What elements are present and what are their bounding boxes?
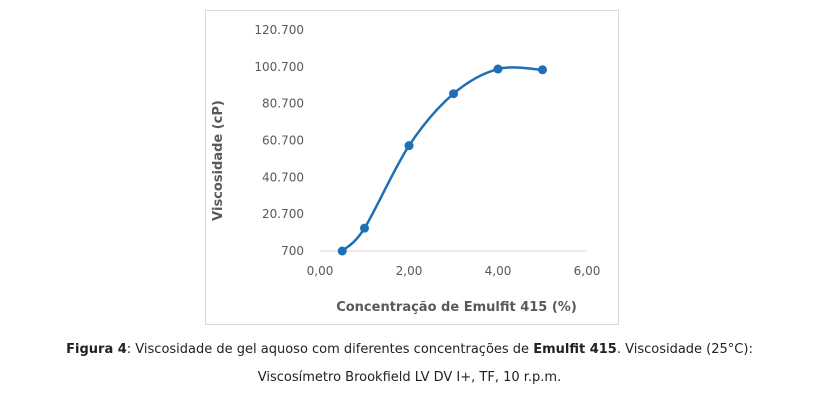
chart-area: 700 20.700 40.700 60.700 80.700 100.700 120.70…: [205, 10, 619, 325]
caption-text-2: . Viscosidade (25°C):: [616, 342, 753, 357]
y-tick-label: 700: [281, 244, 304, 258]
y-tick-label: 80.700: [262, 97, 304, 111]
series-line: [341, 66, 543, 252]
data-point: [360, 223, 369, 233]
data-point: [538, 65, 547, 75]
caption-line-2: Viscosímetro Brookfield LV DV I+, TF, 10…: [257, 370, 562, 385]
y-tick-label: 100.700: [254, 60, 304, 74]
x-tick-label: 0,00: [307, 264, 334, 278]
y-axis-ticks: 700 20.700 40.700 60.700 80.700 100.700 120.70…: [254, 23, 304, 258]
y-axis-title: Viscosidade (cP): [211, 100, 226, 221]
y-tick-label: 40.700: [262, 170, 304, 184]
x-tick-label: 2,00: [396, 264, 423, 278]
data-point: [449, 89, 458, 99]
y-tick-label: 20.700: [262, 207, 304, 221]
data-point: [493, 64, 503, 74]
x-tick-label: 6,00: [574, 264, 601, 278]
caption-line-1: Figura 4: Viscosidade de gel aquoso com …: [0, 336, 819, 364]
x-tick-label: 4,00: [485, 264, 512, 278]
x-axis-ticks: 0,00 2,00 4,00 6,00: [307, 264, 601, 278]
line-chart: 700 20.700 40.700 60.700 80.700 100.700 120.70…: [211, 23, 601, 315]
figure-label: Figura 4: [66, 342, 127, 357]
data-point: [337, 246, 347, 256]
caption-text-1: : Viscosidade de gel aquoso com diferent…: [126, 342, 534, 357]
data-point: [404, 141, 414, 151]
data-markers: [337, 64, 547, 256]
y-tick-label: 120.700: [254, 23, 304, 37]
product-name: Emulfit 415: [533, 342, 617, 357]
y-tick-label: 60.700: [262, 134, 304, 148]
figure-caption: Figura 4: Viscosidade de gel aquoso com …: [0, 336, 819, 392]
x-axis-title: Concentração de Emulfit 415 (%): [336, 300, 577, 315]
